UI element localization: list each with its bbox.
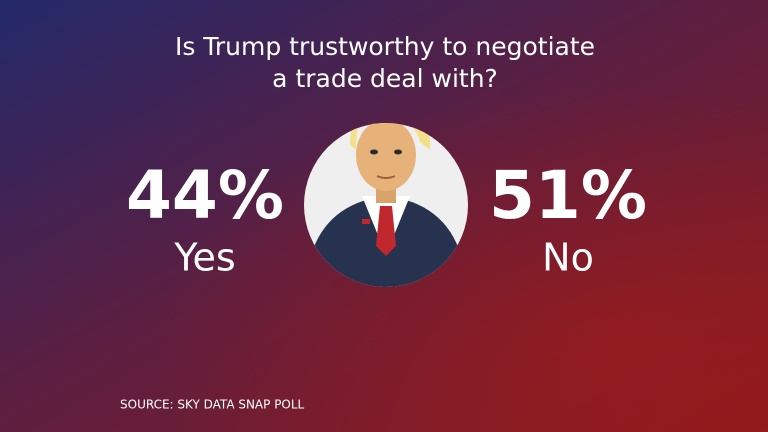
- result-value: 44%: [126, 157, 284, 234]
- tie: [376, 206, 396, 256]
- mouth: [376, 175, 396, 179]
- title-line: Is Trump trustworthy to negotiate: [175, 32, 595, 61]
- title-line: a trade deal with?: [272, 64, 498, 93]
- eye: [370, 149, 378, 155]
- flag-pin: [362, 219, 370, 224]
- face: [356, 123, 416, 191]
- source: SOURCE: SKY DATA SNAP POLL: [120, 398, 305, 412]
- portrait: [304, 123, 468, 287]
- eye: [394, 149, 402, 155]
- result-label: Yes: [173, 236, 235, 280]
- result-label: No: [542, 236, 594, 280]
- result-value: 51%: [489, 157, 647, 234]
